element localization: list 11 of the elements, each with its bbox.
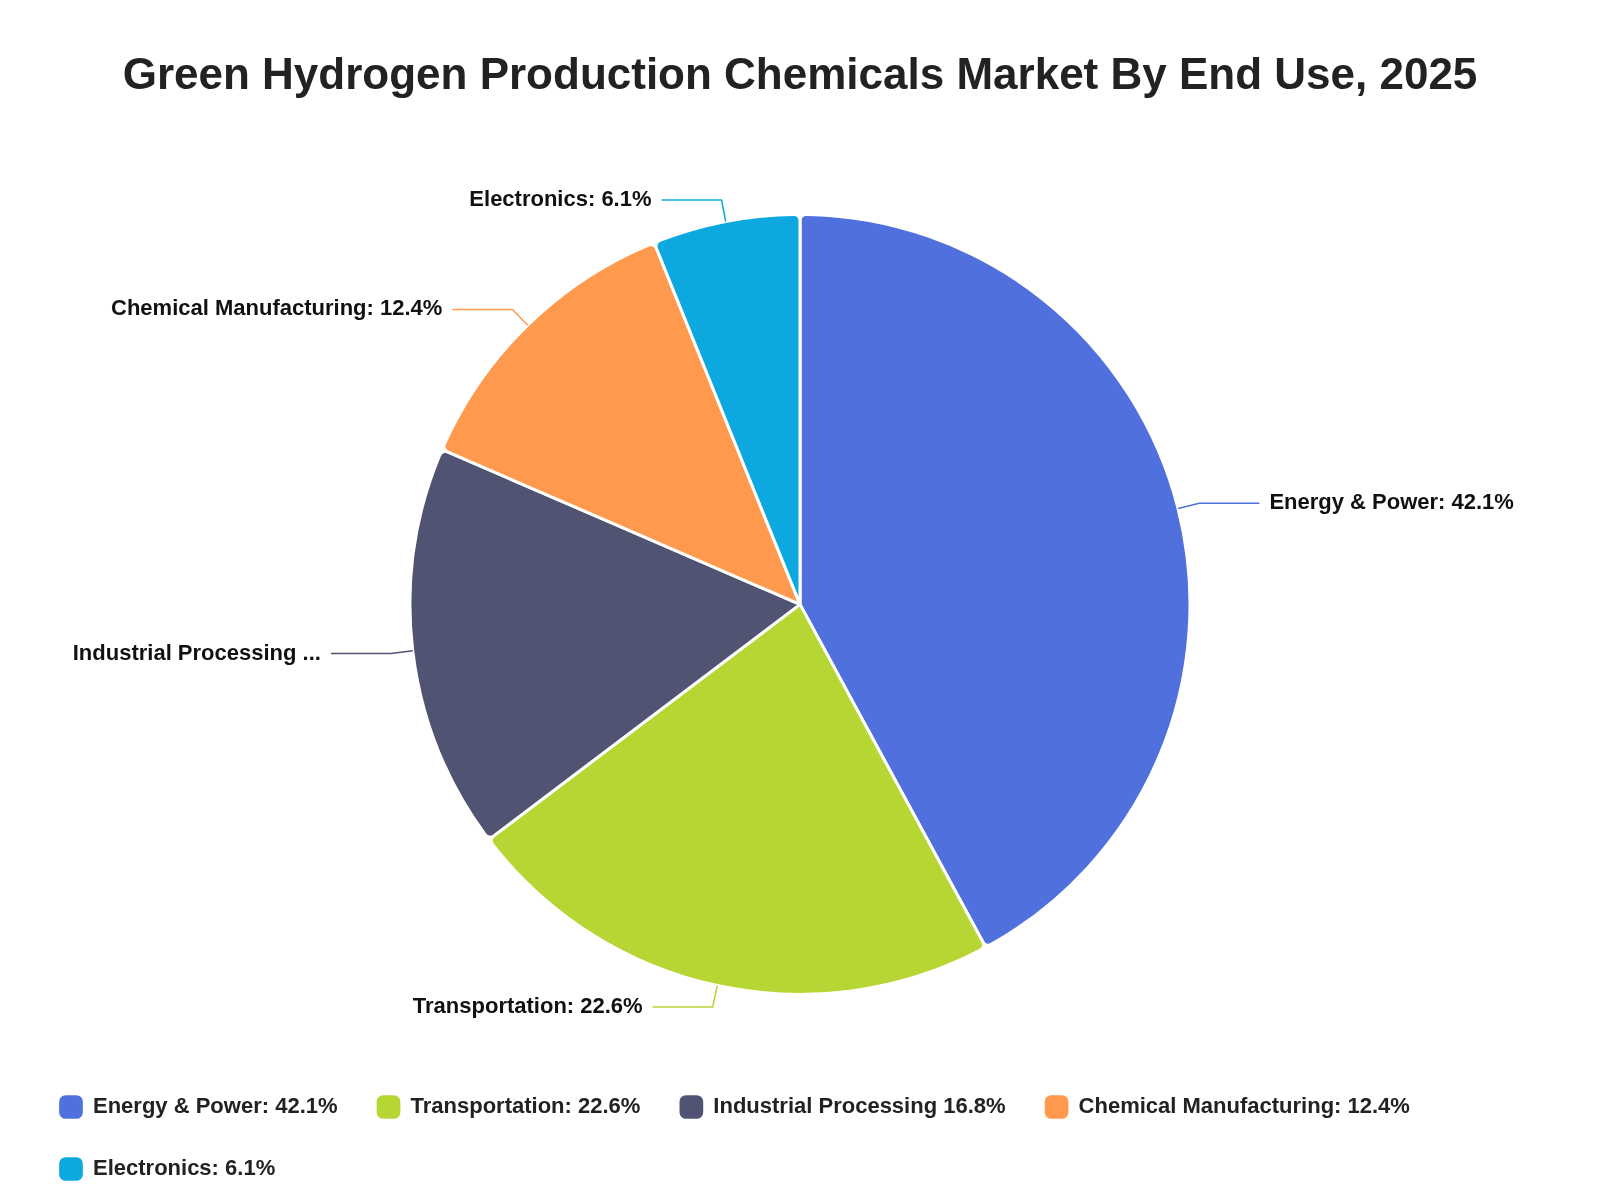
legend-label: Transportation: 22.6% (410, 1093, 641, 1119)
legend-label: Electronics: 6.1% (93, 1155, 276, 1181)
data-label: Energy & Power: 42.1% (1269, 489, 1514, 515)
data-label: Electronics: 6.1% (469, 186, 652, 211)
legend-label: Energy & Power: 42.1% (93, 1093, 338, 1119)
legend-label: Chemical Manufacturing: 12.4% (1078, 1093, 1410, 1119)
chart-title: Green Hydrogen Production Chemicals Market By End Use, 2025 (122, 48, 1478, 98)
data-label: Chemical Manufacturing: 12.4% (111, 295, 443, 321)
legend-label: Industrial Processing 16.8% (713, 1093, 1006, 1119)
data-label: Transportation: 22.6% (412, 993, 643, 1019)
data-label: Industrial Processing ... (72, 639, 321, 665)
